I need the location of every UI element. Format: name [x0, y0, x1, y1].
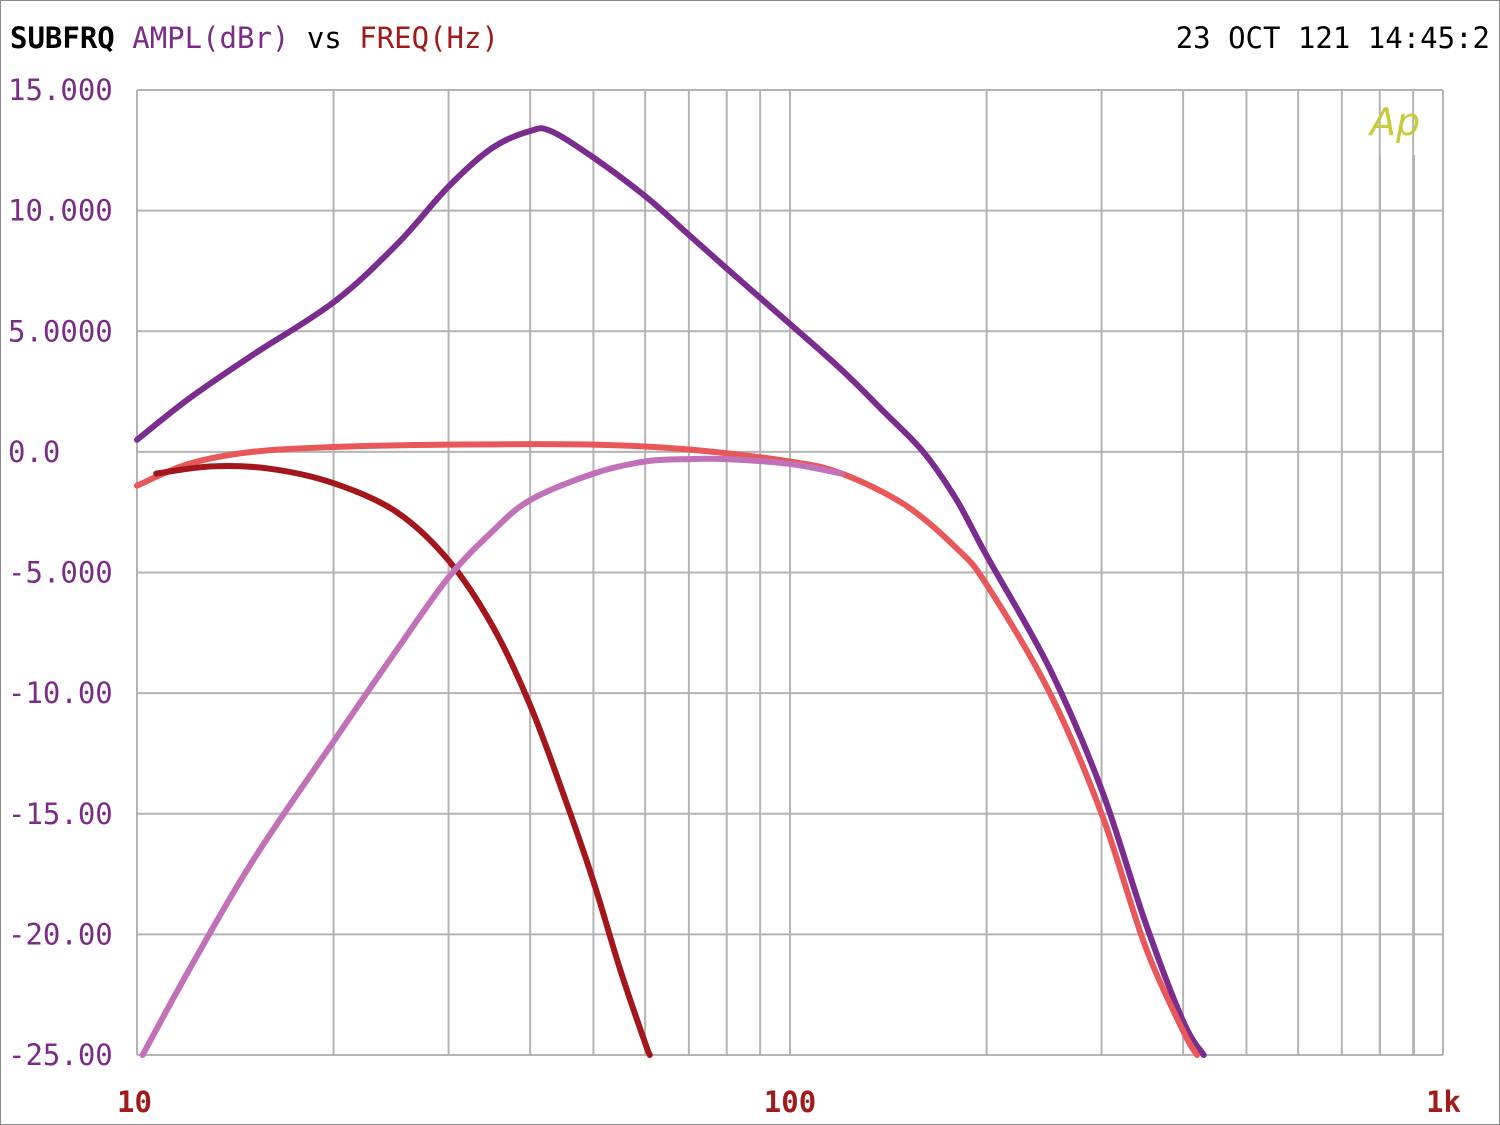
series-line-2 — [134, 441, 1200, 1058]
y-tick-label: -20.00 — [8, 917, 113, 951]
y-tick-labels: 15.000 10.000 5.0000 0.0 -5.000 -10.00 -15.00 -… — [8, 73, 113, 1072]
series-group — [134, 125, 1207, 1058]
y-tick-label: 5.0000 — [8, 314, 113, 348]
series-line-1 — [134, 125, 1207, 1058]
y-tick-label: 15.000 — [8, 73, 113, 107]
x-tick-label: 100 — [764, 1085, 816, 1119]
timestamp: 23 OCT 121 14:45:2 — [1175, 21, 1490, 55]
y-tick-label: -5.000 — [8, 556, 113, 590]
x-tick-labels: 10 100 1k — [117, 1085, 1461, 1119]
vs-label: vs — [306, 21, 342, 55]
y-axis-label: AMPL(dBr) — [132, 21, 290, 55]
header-left: SUBFRQ AMPL(dBr) vs FREQ(Hz) — [10, 18, 499, 58]
y-tick-label: -10.00 — [8, 676, 113, 710]
y-tick-label: -25.00 — [8, 1038, 113, 1072]
series-line-4 — [139, 455, 845, 1058]
y-tick-label: 0.0 — [8, 435, 60, 469]
chart-title: SUBFRQ — [10, 21, 115, 55]
x-tick-label: 1k — [1426, 1085, 1461, 1119]
chart-header: SUBFRQ AMPL(dBr) vs FREQ(Hz) 23 OCT 121 … — [10, 18, 1490, 58]
logo-text: Ap — [1367, 100, 1420, 144]
y-tick-label: 10.000 — [8, 194, 113, 228]
series-line-3 — [153, 462, 653, 1058]
grid — [136, 89, 1444, 1056]
x-tick-label: 10 — [117, 1085, 152, 1119]
x-axis-label: FREQ(Hz) — [359, 21, 499, 55]
y-tick-label: -15.00 — [8, 797, 113, 831]
audio-precision-logo: Ap — [1367, 100, 1420, 1055]
